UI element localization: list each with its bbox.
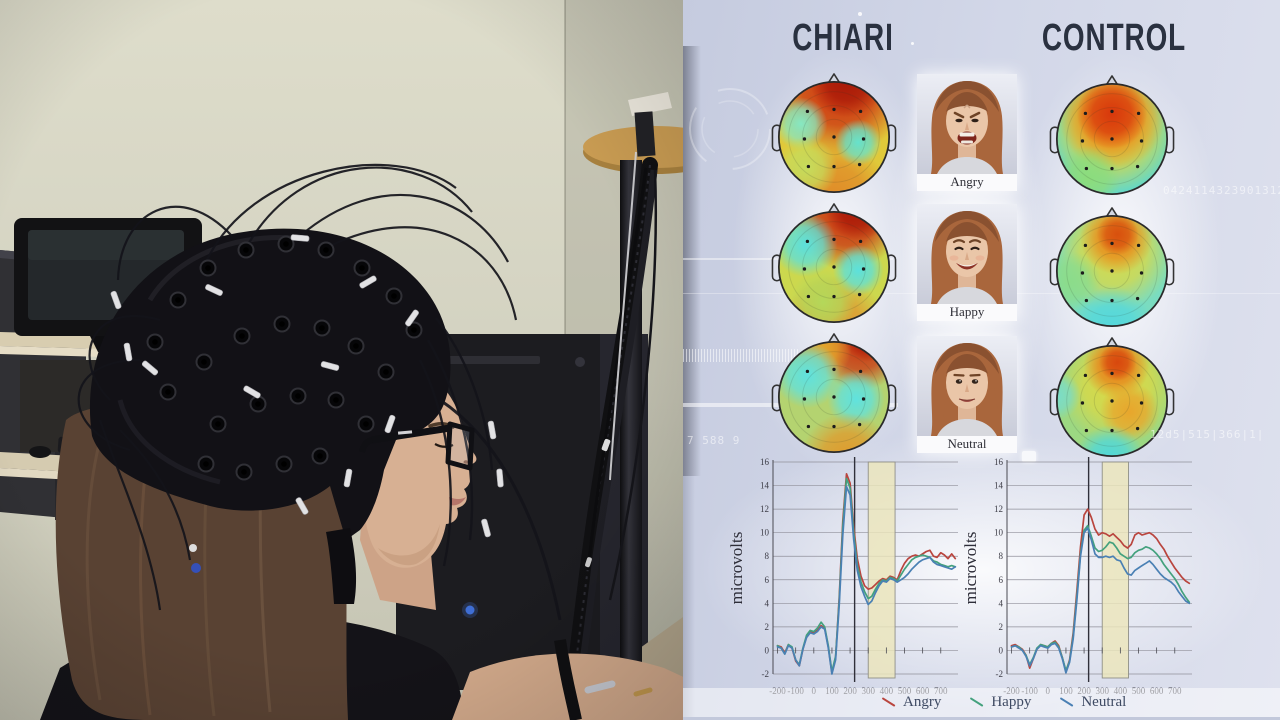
- legend-item-neutral: Neutral: [1059, 694, 1126, 711]
- hud-digits: 12d5|515|366|1|: [1150, 428, 1265, 441]
- svg-text:4: 4: [765, 598, 770, 608]
- happy-line-swatch: [969, 697, 984, 708]
- angry-face-photo: [917, 74, 1017, 174]
- hud-barcode: [683, 349, 798, 362]
- svg-text:12: 12: [994, 504, 1003, 514]
- sparkle: [911, 42, 914, 45]
- svg-text:10: 10: [994, 528, 1004, 538]
- topomap-control-neutral: [1048, 332, 1176, 466]
- svg-text:0: 0: [765, 645, 770, 655]
- svg-text:8: 8: [765, 551, 770, 561]
- svg-text:12: 12: [760, 504, 769, 514]
- face-caption: Neutral: [917, 436, 1017, 453]
- face-card-angry: Angry: [917, 74, 1017, 191]
- legend-item-angry: Angry: [881, 694, 941, 711]
- hud-digits: 7 588 9: [687, 434, 741, 447]
- face-card-neutral: Neutral: [917, 336, 1017, 453]
- sparkle: [858, 12, 862, 16]
- topomap-chiari-neutral: [770, 328, 898, 462]
- legend-strip: [683, 688, 1280, 717]
- eeg-lab-photo: [0, 0, 690, 720]
- svg-text:microvolts: microvolts: [961, 532, 980, 605]
- svg-text:-2: -2: [996, 669, 1004, 679]
- svg-text:2: 2: [999, 622, 1004, 632]
- happy-face-photo: [917, 204, 1017, 304]
- chart-legend: Angry Happy Neutral: [881, 694, 1126, 711]
- svg-text:0: 0: [999, 645, 1004, 655]
- eeg-results-panel: CHIARI CONTROL Angry Happy Neutral -2 0 2 4…: [683, 0, 1280, 720]
- bottom-strip: [683, 717, 1280, 720]
- svg-text:8: 8: [999, 551, 1004, 561]
- topomap-control-angry: [1048, 70, 1176, 204]
- erp-chart-control: -20246810121416-200-10001002003004005006…: [961, 457, 1192, 696]
- svg-text:10: 10: [760, 528, 770, 538]
- glow-charts: [698, 430, 1268, 710]
- angry-line-swatch: [881, 697, 896, 708]
- vignette: [0, 0, 690, 720]
- neutral-face-photo: [917, 336, 1017, 436]
- svg-text:16: 16: [994, 457, 1004, 467]
- panel-left-shade-lower: [683, 476, 695, 720]
- hud-circle-decoration: [689, 88, 771, 170]
- svg-text:-2: -2: [762, 669, 770, 679]
- topomap-chiari-angry: [770, 68, 898, 202]
- svg-text:6: 6: [999, 575, 1004, 585]
- chiari-header: CHIARI: [792, 16, 894, 59]
- svg-text:microvolts: microvolts: [727, 532, 746, 605]
- erp-chart-chiari: -20246810121416-200-10001002003004005006…: [727, 457, 958, 696]
- neutral-line-swatch: [1059, 697, 1074, 708]
- face-card-happy: Happy: [917, 204, 1017, 321]
- hud-digits: 0424114323901312: [1163, 184, 1280, 197]
- legend-label: Neutral: [1081, 694, 1127, 710]
- face-caption: Angry: [917, 174, 1017, 191]
- control-header: CONTROL: [1041, 16, 1187, 59]
- legend-label: Angry: [903, 694, 942, 710]
- svg-text:16: 16: [760, 457, 770, 467]
- panel-left-shade: [683, 46, 701, 476]
- svg-text:2: 2: [765, 622, 770, 632]
- legend-item-happy: Happy: [969, 694, 1031, 711]
- svg-text:14: 14: [994, 481, 1004, 491]
- topomap-chiari-happy: [770, 198, 898, 332]
- svg-text:14: 14: [760, 481, 770, 491]
- hud-mini-box: [1022, 451, 1036, 462]
- svg-text:4: 4: [999, 598, 1004, 608]
- face-caption: Happy: [917, 304, 1017, 321]
- topomap-control-happy: [1048, 202, 1176, 336]
- legend-label: Happy: [991, 694, 1032, 710]
- svg-text:6: 6: [765, 575, 770, 585]
